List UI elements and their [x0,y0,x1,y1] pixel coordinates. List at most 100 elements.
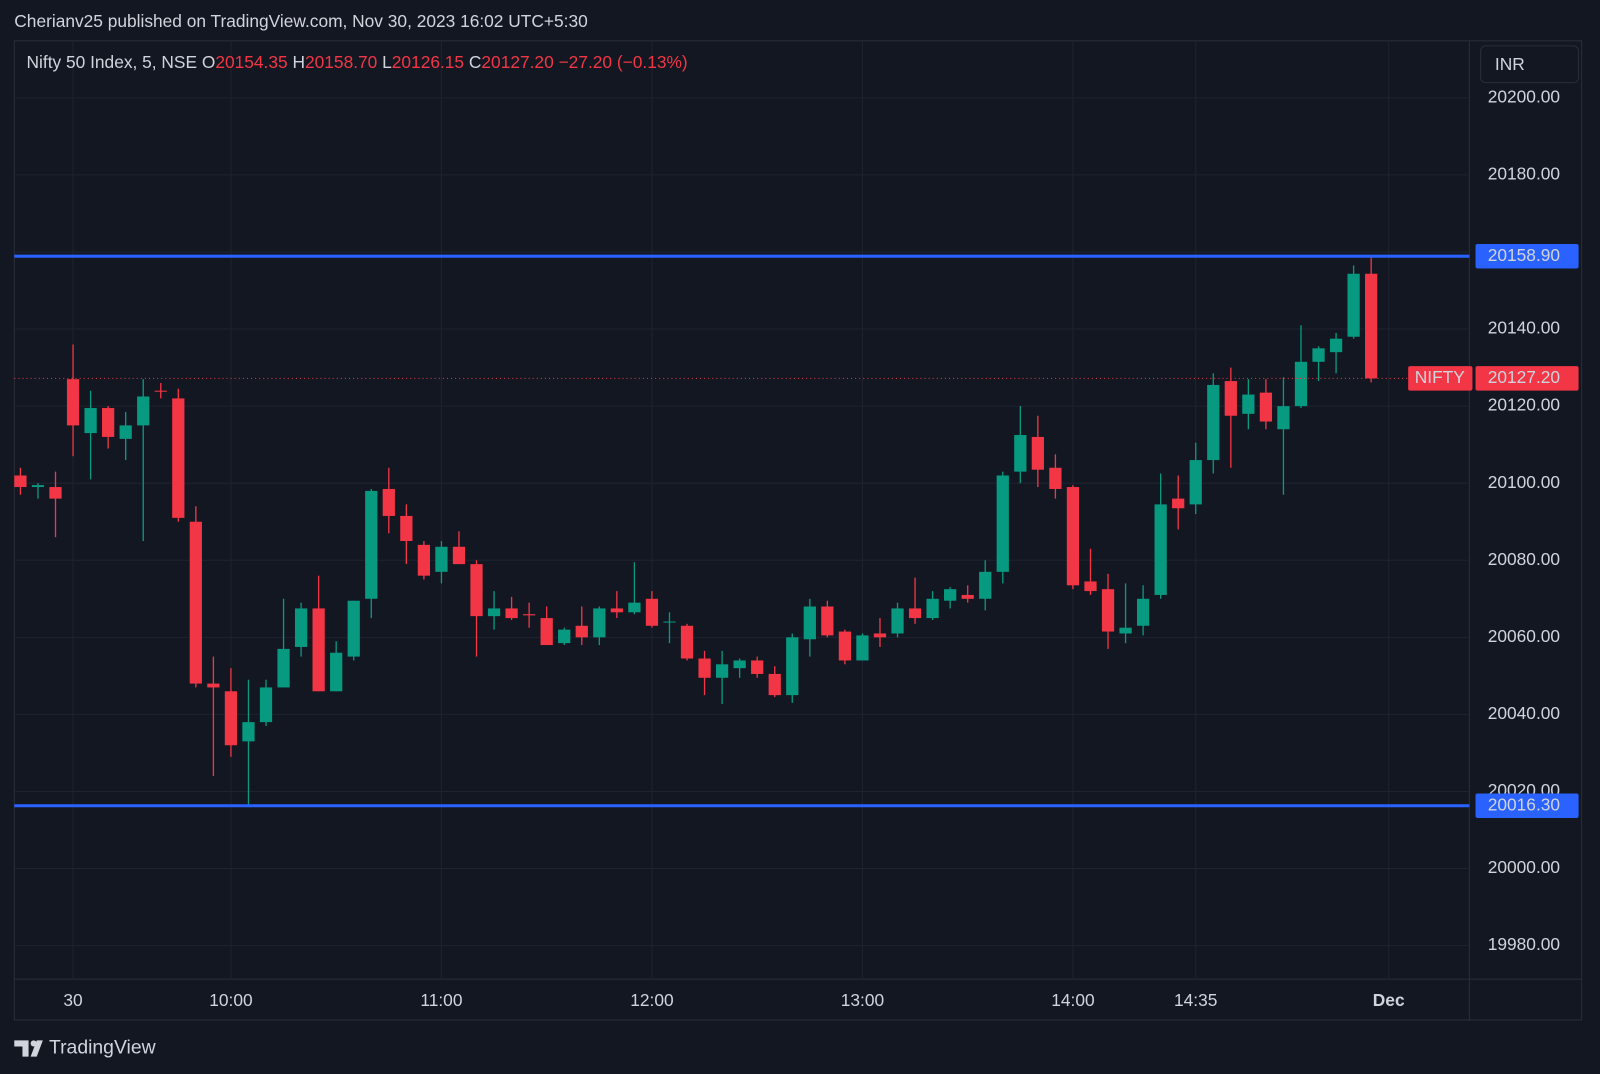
candle-body [31,485,45,488]
candle-body [1242,394,1255,414]
level-label-box [1475,243,1579,269]
candle-body [1084,581,1097,592]
candle-body [14,475,27,488]
candle-body [891,608,904,634]
candle-body [979,571,992,599]
candle-body [1259,392,1273,422]
candle-body [961,594,974,599]
currency-label[interactable]: INR [1495,54,1525,74]
candle-body [102,408,115,437]
candle-body [330,652,343,692]
brand-name: TradingView [49,1037,157,1059]
candle-body [119,425,132,439]
candle-body [628,602,641,613]
candle-body [944,589,957,601]
overlay: 20158.90 20016.30 NIFTY 20127.20 [14,243,1579,818]
candle-body [873,633,887,638]
last-price-name: NIFTY [1415,367,1466,387]
candle-body [365,490,378,599]
x-tick-label: Dec [1373,990,1405,1010]
candle-body [1189,460,1202,505]
candle-body [996,475,1009,572]
candle-body [663,621,676,623]
candle-body [154,390,167,392]
candle-body [505,608,518,619]
y-tick-label: 20000.00 [1488,857,1560,877]
candle-body [84,408,97,434]
candle-body [1031,436,1044,470]
candle-body [312,608,325,692]
last-price-box [1475,366,1579,391]
candle-body [856,635,869,661]
x-tick-label: 14:00 [1051,990,1094,1010]
level-label: 20016.30 [1488,794,1560,814]
candle-body [733,660,746,669]
candle-body [172,398,185,518]
candle-body [1277,406,1290,430]
candle-body [259,687,273,723]
candle-body [523,614,536,616]
candle-body [610,608,623,613]
candle-body [382,488,395,516]
candle-body [49,487,62,499]
candle-body [558,629,571,644]
high-value: 20158.70 [305,52,377,72]
logo-dot [30,1040,37,1047]
candle-body [645,598,659,626]
candle-body [593,608,606,638]
candle-body [1207,384,1220,461]
candle-body [680,625,694,659]
candle-body [294,608,308,647]
candle-body [1119,627,1132,634]
last-price-label: 20127.20 [1488,367,1560,387]
currency-button[interactable] [1480,45,1580,84]
candle-body [400,515,413,541]
candle-body [242,722,255,742]
candle-body [1294,361,1308,407]
level-label-box [1475,793,1579,818]
candle-body [1014,435,1027,472]
x-tick-label: 30 [63,990,82,1010]
open-label: O [202,52,215,72]
candle-body [1136,598,1150,626]
close-value: 20127.20 [481,52,553,72]
y-tick-label: 20060.00 [1488,626,1560,646]
ohlc-legend: Nifty 50 Index, 5, NSE O20154.35 H20158.… [27,52,688,72]
publisher-header: Cherianv25 published on TradingView.com,… [14,11,587,31]
candle-body [207,683,220,688]
close-label: C [469,52,482,72]
candle-body [698,658,711,678]
y-tick-label: 20080.00 [1488,549,1560,569]
candle-body [768,673,781,696]
candle-body [277,648,290,688]
candle-body [1101,589,1115,632]
candle-body [908,608,922,619]
candle-body [1154,504,1167,595]
x-tick-label: 11:00 [420,990,462,1010]
candle-body [66,379,80,426]
y-tick-label: 20140.00 [1488,318,1560,338]
level-label: 20158.90 [1488,245,1560,265]
y-tick-label: 20180.00 [1488,163,1560,183]
candle-body [1049,467,1062,489]
y-tick-label: 20120.00 [1488,395,1560,415]
x-tick-label: 14:35 [1174,990,1217,1010]
symbol: Nifty 50 Index, 5, NSE [27,52,198,72]
candle-body [1365,273,1378,379]
y-tick-label: 19980.00 [1488,934,1560,954]
candle-body [751,660,764,674]
candle-body [1172,498,1185,509]
x-tick-label: 10:00 [209,990,252,1010]
x-tick-label: 13:00 [841,990,884,1010]
candle-body [1066,487,1080,586]
candle-body [540,618,553,646]
candle-body [1312,348,1325,362]
x-tick-label: 12:00 [630,990,673,1010]
open-value: 20154.35 [215,52,287,72]
candle-body [838,631,852,661]
candle-body [575,625,588,638]
candle-body [803,606,816,640]
y-tick-label: 20040.00 [1488,703,1560,723]
candle-body [1347,273,1360,337]
